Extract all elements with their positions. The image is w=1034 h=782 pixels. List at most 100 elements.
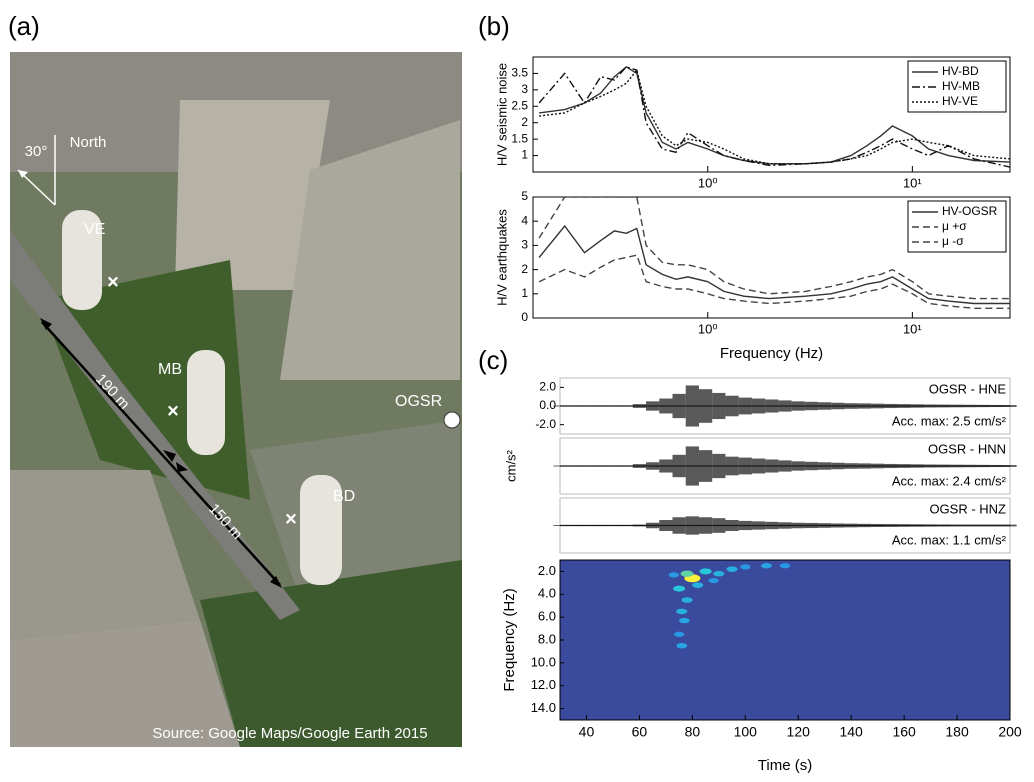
- y-tick-label: 2.5: [511, 98, 528, 112]
- envelope: [871, 524, 884, 527]
- envelope: [964, 405, 977, 407]
- envelope: [911, 524, 924, 526]
- envelope: [620, 525, 633, 526]
- x-tick-label: 80: [685, 724, 701, 740]
- y-axis-label: cm/s²: [503, 449, 518, 481]
- heat-spot: [681, 571, 694, 577]
- envelope: [752, 459, 765, 474]
- envelope: [712, 518, 725, 533]
- envelope: [818, 402, 831, 409]
- envelope: [659, 399, 672, 414]
- x-tick-label: 140: [839, 724, 863, 740]
- y-tick-label: 0: [521, 310, 528, 324]
- x-tick-label: 100: [734, 724, 758, 740]
- envelope: [593, 525, 606, 526]
- x-tick-label: 180: [945, 724, 969, 740]
- heat-spot: [676, 609, 687, 615]
- y-axis-label: H/V seismic noise: [494, 63, 509, 166]
- x-tick-label: 40: [579, 724, 595, 740]
- envelope: [553, 406, 566, 407]
- envelope: [1003, 525, 1016, 527]
- y-tick-label: 3: [521, 238, 528, 252]
- envelope: [593, 466, 606, 467]
- x-tick-label: 120: [787, 724, 811, 740]
- envelope: [620, 466, 633, 467]
- envelope: [950, 525, 963, 527]
- site-label: MB: [158, 361, 182, 378]
- envelope: [580, 466, 593, 467]
- y-tick-label: 3: [521, 82, 528, 96]
- figure: (a) (b) (c) × × × North 30° VE MB BD OGS…: [0, 0, 1034, 777]
- heat-spot: [700, 568, 712, 574]
- envelope: [1003, 465, 1016, 467]
- envelope: [580, 525, 593, 526]
- heat-spot: [673, 586, 685, 592]
- x-axis-label: Time (s): [758, 757, 812, 774]
- envelope: [831, 403, 844, 410]
- envelope: [673, 517, 686, 534]
- envelope: [633, 404, 646, 408]
- legend-label: HV-BD: [942, 64, 979, 78]
- site-label: BD: [333, 488, 355, 505]
- envelope: [646, 462, 659, 469]
- envelope: [778, 460, 791, 471]
- y-tick-label: 3.5: [511, 66, 528, 80]
- envelope: [567, 406, 580, 407]
- envelope: [686, 446, 699, 485]
- north-label: North: [70, 134, 107, 151]
- envelope: [792, 401, 805, 410]
- trace-annotation: Acc. max: 2.4 cm/s²: [892, 473, 1007, 488]
- envelope: [792, 461, 805, 470]
- envelope: [567, 466, 580, 467]
- heat-spot: [761, 563, 772, 568]
- envelope: [831, 463, 844, 470]
- envelope: [712, 393, 725, 419]
- y-axis-label: H/V earthquakes: [494, 209, 509, 306]
- envelope: [606, 525, 619, 526]
- y-tick-label: 12.0: [531, 677, 556, 692]
- y-tick-label: 4.0: [538, 586, 556, 601]
- x-tick-label: 60: [632, 724, 648, 740]
- envelope: [858, 403, 871, 408]
- envelope: [606, 406, 619, 407]
- y-tick-label: 2: [521, 262, 528, 276]
- trace-label: OGSR - HNN: [928, 441, 1006, 456]
- svg-text:×: ×: [107, 271, 119, 293]
- envelope: [778, 400, 791, 411]
- y-axis-label: Frequency (Hz): [501, 588, 518, 691]
- envelope: [911, 464, 924, 467]
- envelope: [871, 464, 884, 469]
- envelope: [620, 406, 633, 407]
- envelope: [990, 405, 1003, 407]
- legend-label: μ +σ: [942, 219, 967, 233]
- envelope: [845, 463, 858, 469]
- panel-label: (c): [478, 345, 508, 375]
- x-axis-label: Frequency (Hz): [720, 345, 823, 362]
- envelope: [659, 520, 672, 531]
- angle-label: 30°: [25, 143, 48, 160]
- envelope: [924, 524, 937, 526]
- envelope: [765, 399, 778, 412]
- envelope: [911, 404, 924, 407]
- envelope: [606, 466, 619, 467]
- trace-annotation: Acc. max: 1.1 cm/s²: [892, 532, 1007, 547]
- envelope: [977, 525, 990, 527]
- legend-label: HV-MB: [942, 79, 980, 93]
- envelope: [673, 394, 686, 418]
- envelope: [818, 462, 831, 469]
- envelope: [884, 524, 897, 527]
- x-tick-label: 200: [998, 724, 1022, 740]
- envelope: [937, 405, 950, 408]
- y-tick-label: 5: [521, 189, 528, 203]
- envelope: [686, 516, 699, 534]
- envelope: [765, 522, 778, 529]
- envelope: [805, 402, 818, 410]
- heat-spot: [708, 578, 718, 583]
- envelope: [884, 464, 897, 468]
- trace-label: OGSR - HNE: [929, 381, 1007, 396]
- x-tick-label: 160: [892, 724, 916, 740]
- x-tick-label: 10¹: [903, 321, 922, 336]
- legend-label: μ -σ: [942, 234, 964, 248]
- heat-spot: [740, 564, 750, 569]
- envelope: [673, 455, 686, 477]
